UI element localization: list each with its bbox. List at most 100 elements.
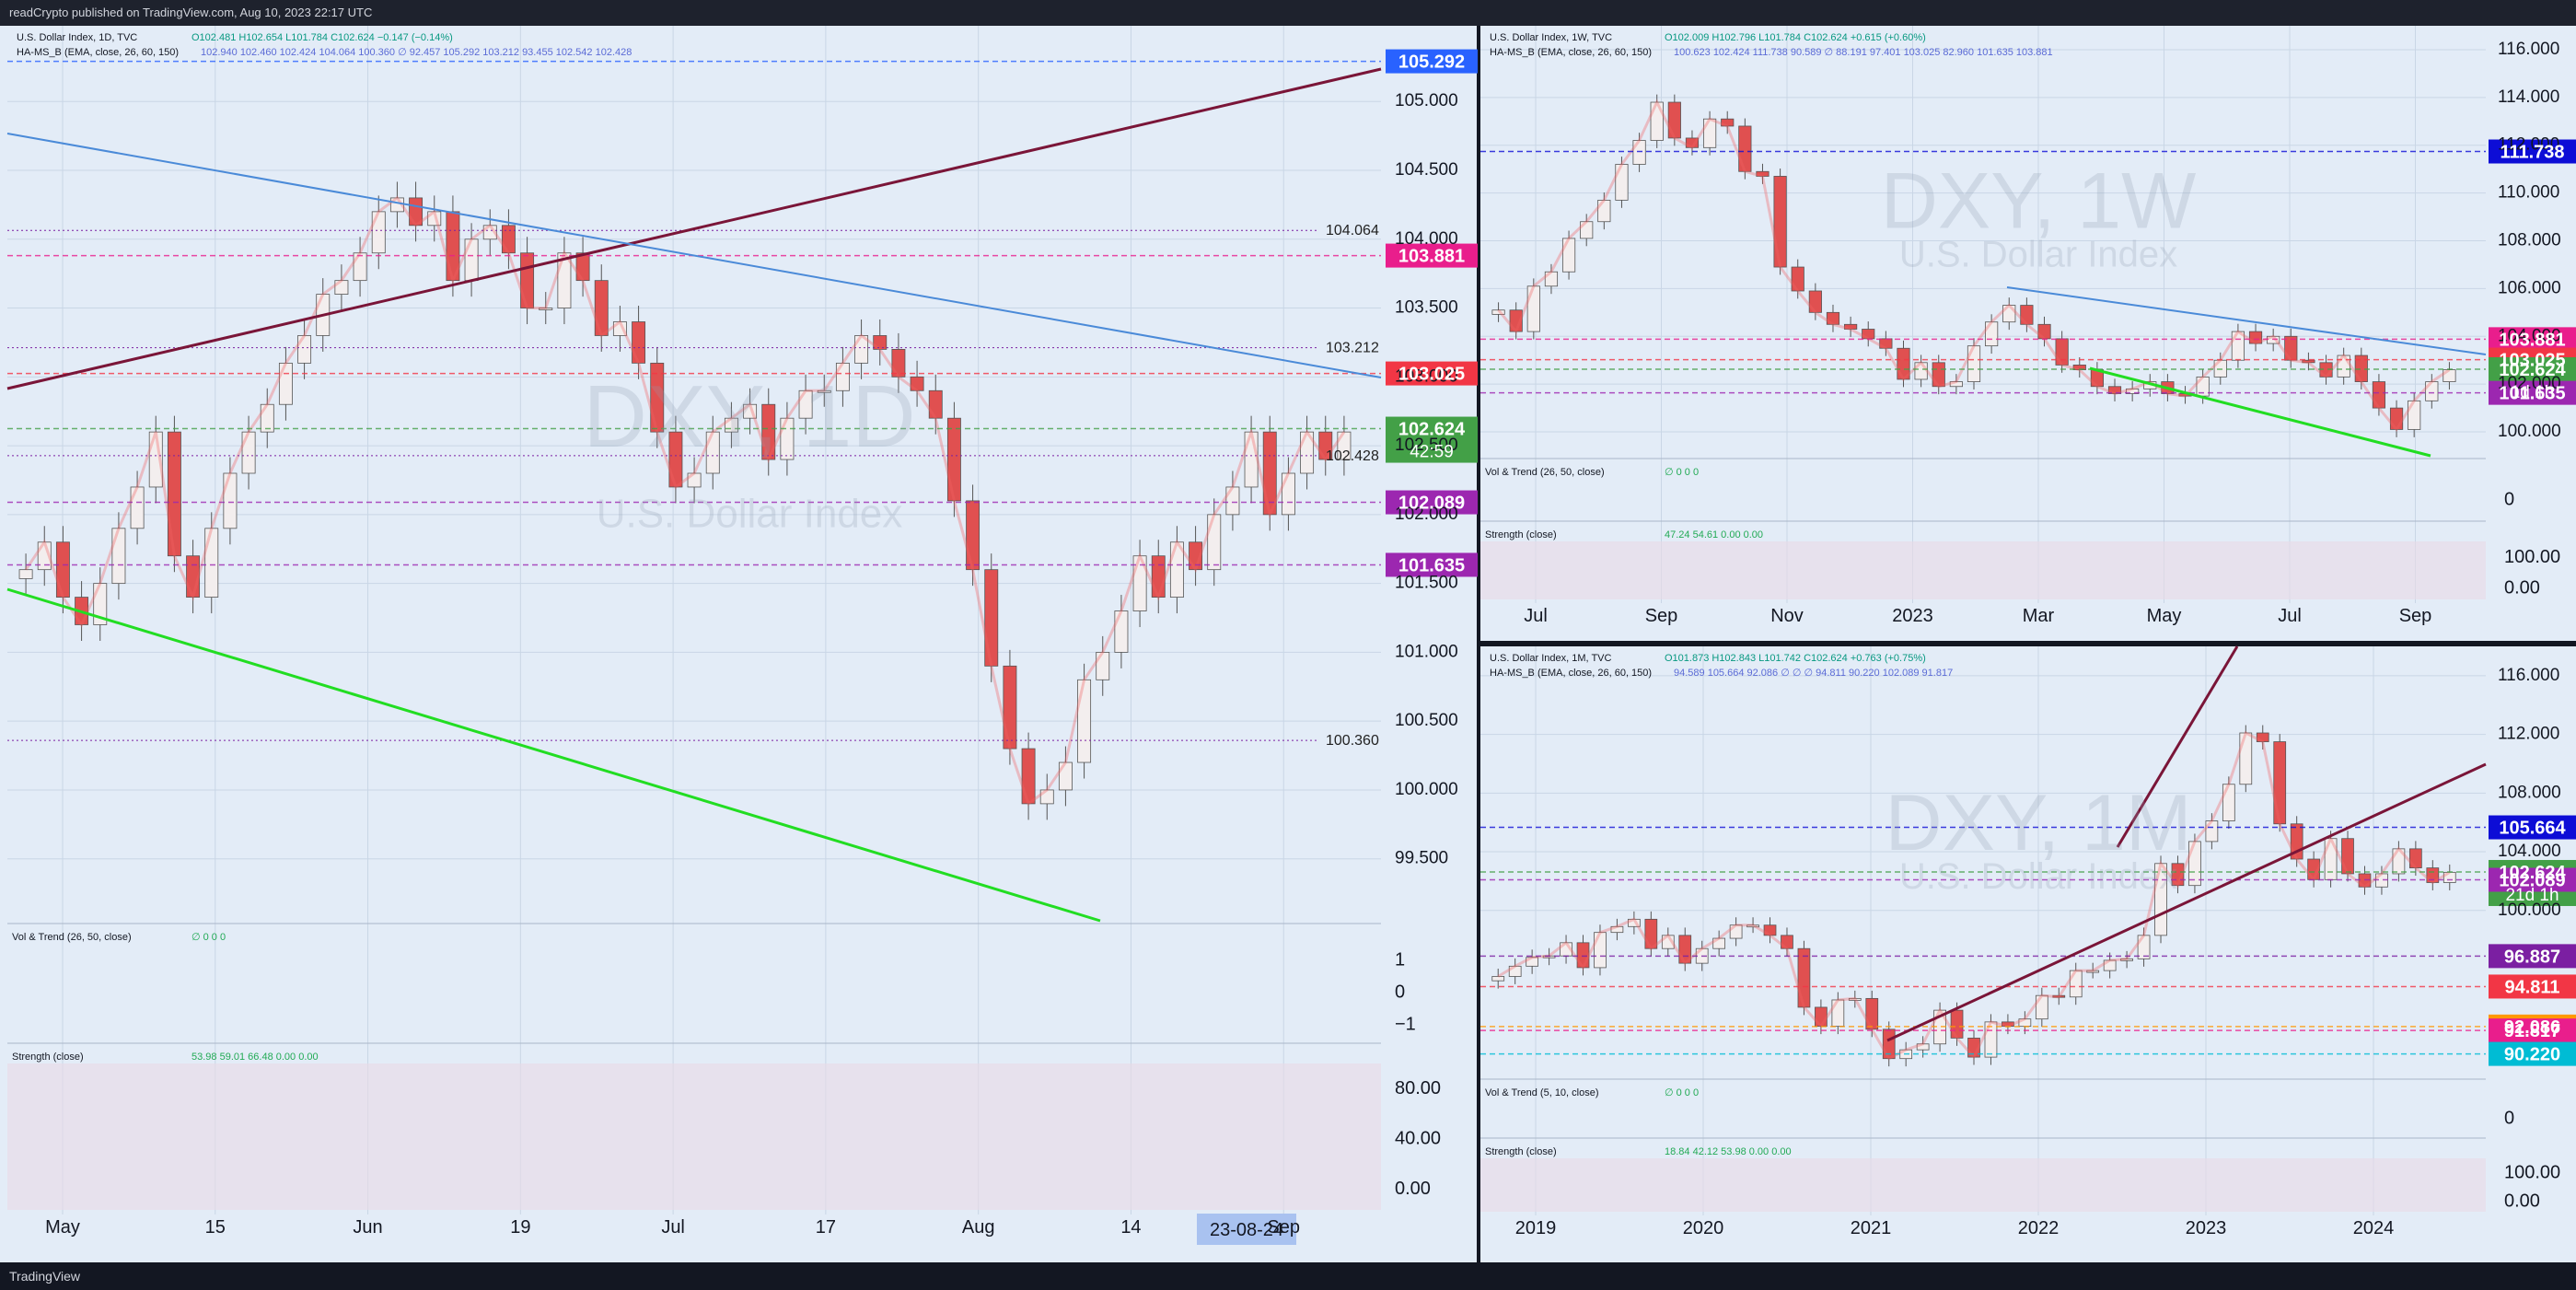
strength-band (7, 1063, 1381, 1210)
candle-body (1738, 125, 1752, 172)
subpanel-values: 53.98 59.01 66.48 0.00 0.00 (191, 1052, 319, 1063)
candle-body (297, 335, 312, 364)
y-tick-label: 116.000 (2498, 666, 2559, 685)
candle-body (1685, 137, 1700, 148)
candle-body (1576, 942, 1590, 969)
price-label: 102.624 (2499, 360, 2566, 380)
y-tick-label: 102.000 (1395, 505, 1458, 524)
candle-body (2188, 841, 2201, 887)
candle-body (1318, 431, 1333, 460)
subpanel-title: Vol & Trend (5, 10, close) (1485, 1087, 1599, 1098)
candle-body (1791, 266, 1804, 292)
candle-body (2120, 958, 2133, 961)
candle-body (1003, 665, 1017, 750)
candle-body (1039, 789, 1054, 805)
candle-body (1225, 486, 1240, 516)
candle-body (2086, 970, 2100, 973)
price-label-bg (1386, 416, 1478, 463)
price-label-bg (2489, 327, 2576, 352)
candle-body (186, 555, 201, 598)
countdown-label: 21d 1h (2505, 886, 2559, 905)
candle-body (1021, 748, 1036, 805)
y-tick-label: 104.000 (1395, 229, 1458, 249)
candle-body (1882, 1029, 1896, 1060)
candle-body (1262, 431, 1277, 516)
candle-body (2137, 935, 2151, 959)
price-label: 102.089 (2499, 870, 2565, 890)
candle-body (1509, 309, 1523, 332)
panel-separator (1480, 641, 2576, 646)
candle-body (130, 486, 145, 529)
subpanel-tick: 40.00 (1395, 1129, 1441, 1149)
level-label: 104.064 (1326, 223, 1379, 238)
level-label: 102.428 (1326, 448, 1379, 464)
price-label-bg (1386, 361, 1478, 386)
candle-body (1610, 925, 1624, 934)
candle-body (705, 431, 720, 474)
support-trendline (2089, 366, 2431, 458)
candle-body (1508, 965, 1522, 977)
x-tick-label: May (45, 1217, 80, 1238)
candle-body (1644, 918, 1658, 949)
x-tick-label: 15 (205, 1217, 226, 1238)
x-tick-label: 2023 (2186, 1218, 2227, 1238)
y-tick-label: 106.000 (2498, 278, 2561, 297)
indicator-values: 102.940 102.460 102.424 104.064 100.360 … (201, 47, 632, 58)
subpanel-values: 18.84 42.12 53.98 0.00 0.00 (1665, 1146, 1792, 1157)
date-marker-bg (1197, 1214, 1296, 1245)
price-label: 105.664 (2499, 819, 2566, 839)
candle-body (2372, 381, 2386, 409)
candle-body (1580, 221, 1594, 239)
candle-body (1544, 271, 1559, 287)
subpanel-title: Strength (close) (1485, 529, 1557, 540)
candle-body (2256, 732, 2269, 742)
candle-body (966, 500, 981, 571)
x-tick-label: 2023 (1892, 606, 1933, 626)
candle-body (1916, 1043, 1930, 1051)
price-label-bg (2489, 944, 2576, 969)
candle-body (1844, 323, 1858, 330)
y-tick-label: 112.000 (2498, 135, 2559, 155)
price-label-bg (2489, 380, 2576, 405)
x-tick-label: Sep (1645, 606, 1678, 626)
y-tick-label: 102.500 (1395, 436, 1458, 455)
candle-body (761, 403, 776, 460)
descending-trendline (6, 133, 1382, 378)
price-label-bg (2489, 815, 2576, 840)
candle-body (1661, 935, 1675, 949)
support-trendline (1886, 762, 2487, 1042)
candle-body (2248, 331, 2263, 344)
candle-body (2267, 335, 2280, 344)
candle-body (1773, 176, 1787, 268)
subpanel-values: ∅ 0 0 0 (1665, 467, 1699, 478)
y-tick-label: 116.000 (2498, 40, 2559, 59)
candle-body (2035, 994, 2048, 1020)
watermark-name: U.S. Dollar Index (1899, 235, 2177, 275)
candle-body (501, 225, 516, 254)
candle-body (687, 472, 702, 488)
y-tick-label: 114.000 (2498, 87, 2559, 107)
descending-trendline (2006, 286, 2487, 355)
candle-body (539, 308, 553, 310)
price-label: 103.881 (2499, 330, 2565, 350)
strength-band (1480, 1158, 2486, 1212)
candle-body (632, 321, 646, 364)
price-label: 102.624 (2499, 863, 2566, 883)
subpanel-tick: 0 (2504, 490, 2514, 510)
y-tick-label: 100.000 (2498, 422, 2561, 441)
ema-ribbon (24, 195, 1346, 807)
candle-body (817, 389, 831, 393)
x-tick-label: 19 (510, 1217, 530, 1238)
candle-body (798, 389, 813, 419)
candle-body (1667, 101, 1681, 139)
candle-body (1985, 321, 1999, 347)
x-tick-label: Jul (661, 1217, 685, 1238)
candle-body (1132, 555, 1147, 611)
price-label-bg (2489, 1018, 2576, 1043)
candle-body (2126, 388, 2140, 394)
candle-body (835, 362, 850, 391)
price-label: 91.817 (2504, 1021, 2560, 1041)
indicator-line: HA-MS_B (EMA, close, 26, 60, 150) (1490, 668, 1652, 679)
candle-body (1808, 290, 1822, 313)
subpanel-values: ∅ 0 0 0 (191, 932, 226, 943)
